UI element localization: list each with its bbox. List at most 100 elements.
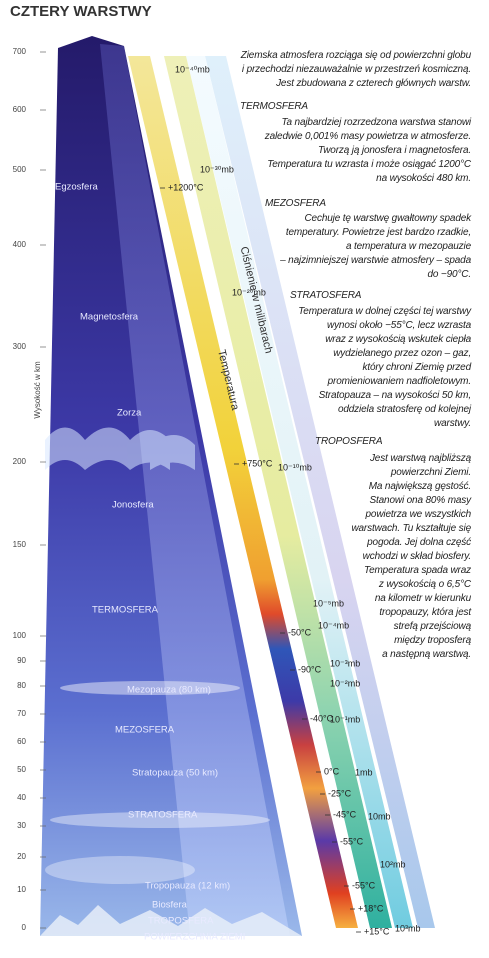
pressure-value: 10⁻⁴mb bbox=[318, 620, 349, 630]
text-line: Temperatura tu wzrasta i może osiągać 12… bbox=[267, 159, 471, 170]
y-tick-label: 600 bbox=[13, 105, 27, 114]
y-tick-label: 700 bbox=[13, 47, 27, 56]
section-text: Jest warstwą najbliższą powierzchni Ziemi… bbox=[351, 452, 471, 662]
title: CZTERY WARSTWY bbox=[10, 3, 152, 20]
layer-label: Egzosfera bbox=[55, 182, 98, 193]
text-line: Ma największą gęstość. bbox=[368, 481, 471, 492]
band-pressure bbox=[164, 56, 392, 928]
y-tick-label: 500 bbox=[13, 165, 27, 174]
text-line: Ta najbardziej rozrzedzona warstwa stano… bbox=[281, 117, 471, 128]
y-tick-label: 100 bbox=[13, 631, 27, 640]
text-line: warstwach. Tu kształtuje się bbox=[351, 523, 471, 534]
layer-label: Mezopauza (80 km) bbox=[127, 685, 211, 696]
pressure-value: 10³mb bbox=[395, 923, 421, 933]
section-text: Temperatura w dolnej części tej warstwy w… bbox=[298, 305, 471, 431]
pressure-value: 10⁻²mb bbox=[330, 678, 360, 688]
pressure-value: 10mb bbox=[368, 811, 391, 821]
y-tick-label: 200 bbox=[13, 457, 27, 466]
y-tick-label: 30 bbox=[17, 821, 26, 830]
y-tick-label: 70 bbox=[17, 709, 26, 718]
text-line: promieniowaniem nadfioletowym. bbox=[327, 376, 472, 387]
light-beam bbox=[100, 44, 290, 936]
y-tick-label: 40 bbox=[17, 793, 26, 802]
section-heading: MEZOSFERA bbox=[265, 198, 326, 209]
text-line: oddziela stratosferę od kolejnej bbox=[337, 404, 471, 415]
pressure-value: 10⁻³⁰mb bbox=[200, 164, 234, 174]
layer-label: Zorza bbox=[117, 408, 142, 419]
temperature-value: -45°C bbox=[333, 809, 357, 819]
band-pressure-outer bbox=[205, 56, 435, 928]
clouds bbox=[45, 681, 270, 884]
band-pressure-light bbox=[186, 56, 413, 928]
temperature-value: -55°C bbox=[352, 880, 376, 890]
text-line: do −90°C. bbox=[427, 269, 471, 280]
text-line: Jest zbudowana z czterech głównych warst… bbox=[276, 78, 471, 89]
pressure-value: 10⁻²⁰mb bbox=[232, 287, 266, 297]
pressure-value: 10²mb bbox=[380, 859, 406, 869]
text-line: na kilometr w kierunku bbox=[374, 593, 471, 604]
y-tick-label: 0 bbox=[22, 923, 27, 932]
text-line: na wysokości 480 km. bbox=[376, 173, 471, 184]
y-tick-label: 300 bbox=[13, 342, 27, 351]
mountains bbox=[40, 905, 302, 936]
section-heading: STRATOSFERA bbox=[290, 290, 362, 301]
y-tick-label: 60 bbox=[17, 737, 26, 746]
text-line: Temperatura w dolnej części tej warstwy bbox=[298, 306, 471, 317]
pressure-value: 10⁻⁴⁰mb bbox=[175, 64, 210, 74]
layer-label: TROPOSFERA bbox=[148, 916, 214, 927]
axis-label: Wysokość w km bbox=[33, 361, 42, 419]
text-line: Temperatura spada wraz bbox=[364, 565, 471, 576]
text-line: Cechuje tę warstwę gwałtowny spadek bbox=[304, 213, 471, 224]
text-line: między troposferą bbox=[394, 635, 471, 646]
temperature-value: +1200°C bbox=[168, 182, 204, 192]
section-text: Ziemska atmosfera rozciąga się od powier… bbox=[241, 49, 471, 91]
layer-label: POWIERZCHNIA ZIEMI bbox=[144, 932, 245, 943]
aurora bbox=[45, 427, 195, 470]
temperature-value: +15°C bbox=[364, 926, 390, 936]
pressure-value: 10⁻³mb bbox=[330, 658, 360, 668]
pressure-value: 1mb bbox=[355, 767, 373, 777]
layer-label: Tropopauza (12 km) bbox=[145, 881, 230, 892]
text-line: a następną warstwą. bbox=[382, 649, 471, 660]
text-line: wynosi około −55°C, lecz wzrasta bbox=[327, 320, 471, 331]
y-tick-label: 10 bbox=[17, 885, 26, 894]
text-line: który chroni Ziemię przed bbox=[362, 362, 471, 373]
text-line: powierzchni Ziemi. bbox=[390, 467, 471, 478]
y-tick-label: 80 bbox=[17, 681, 26, 690]
text-line: Jest warstwą najbliższą bbox=[369, 453, 471, 464]
text-line: temperatury. Powietrze jest bardzo rzadk… bbox=[285, 227, 471, 238]
band-temperature bbox=[128, 56, 358, 928]
text-line: Stratopauza – na wysokości 50 km, bbox=[318, 390, 472, 401]
text-line: wydzielanego przez ozon – gaz, bbox=[333, 348, 471, 359]
text-line: tropopauzy, która jest bbox=[379, 607, 471, 618]
section-text: Cechuje tę warstwę gwałtowny spadek tempe… bbox=[280, 212, 471, 282]
text-line: Stanowi ona 80% masy bbox=[369, 495, 471, 506]
layer-label: Magnetosfera bbox=[80, 312, 139, 323]
section-heading: TROPOSFERA bbox=[315, 436, 383, 447]
text-line: zaledwie 0,001% masy powietrza w atmosfe… bbox=[264, 131, 471, 142]
layer-label: Stratopauza (50 km) bbox=[132, 768, 218, 779]
layer-label: Biosfera bbox=[152, 900, 188, 911]
pressure-value: 10⁻⁵mb bbox=[313, 598, 344, 608]
pressure-value: 10⁻¹mb bbox=[330, 714, 360, 724]
layer-label: STRATOSFERA bbox=[128, 810, 198, 821]
temperature-value: -40°C bbox=[310, 713, 334, 723]
layer-label: MEZOSFERA bbox=[115, 725, 175, 736]
y-tick-label: 20 bbox=[17, 852, 26, 861]
text-line: Ziemska atmosfera rozciąga się od powier… bbox=[240, 50, 471, 61]
text-line: – najzimniejszej warstwie atmosfery – sp… bbox=[280, 255, 471, 266]
temperature-value: -25°C bbox=[328, 788, 352, 798]
text-line: i przechodzi niezauważalnie w przestrzeń… bbox=[241, 64, 471, 75]
temperature-value: -55°C bbox=[340, 836, 364, 846]
text-line: a temperatura w mezopauzie bbox=[345, 241, 471, 252]
text-line: warstwy. bbox=[434, 418, 471, 429]
y-tick-label: 50 bbox=[17, 765, 26, 774]
text-line: strefą przejściową bbox=[393, 621, 471, 632]
temperature-value: +18°C bbox=[358, 903, 384, 913]
section-text: Ta najbardziej rozrzedzona warstwa stano… bbox=[265, 116, 471, 186]
layer-label: Jonosfera bbox=[112, 500, 154, 511]
text-line: wchodzi w skład biosfery. bbox=[362, 551, 471, 562]
